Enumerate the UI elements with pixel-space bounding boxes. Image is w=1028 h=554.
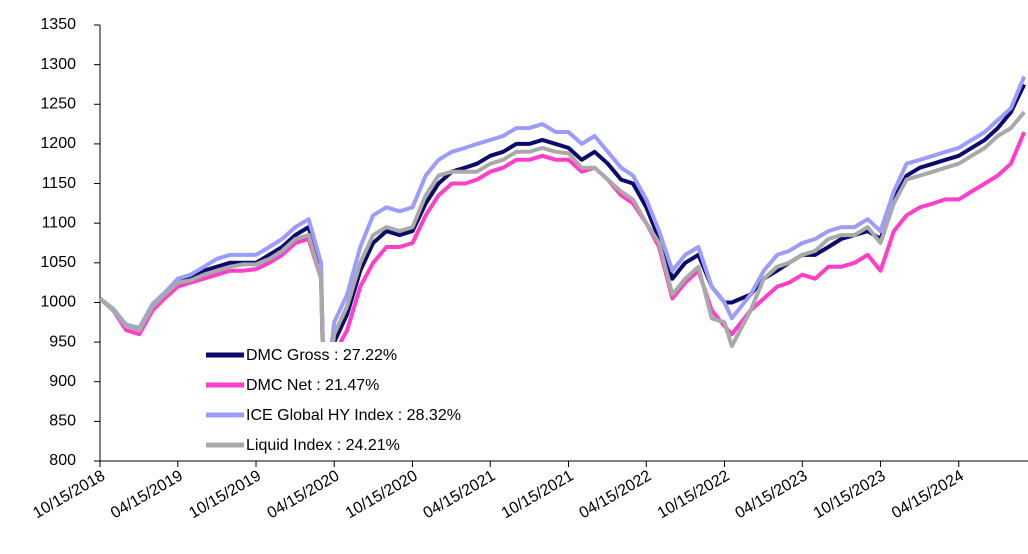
x-tick-label: 04/15/2021 (421, 467, 499, 522)
x-tick-label: 10/15/2022 (655, 467, 733, 522)
x-tick-label: 10/15/2018 (30, 467, 108, 522)
y-tick-label: 1300 (40, 56, 76, 73)
y-tick-label: 800 (49, 452, 76, 469)
legend-label: DMC Net : 21.47% (246, 377, 379, 394)
legend-label: DMC Gross : 27.22% (246, 347, 397, 364)
y-tick-label: 900 (49, 373, 76, 390)
x-tick-label: 04/15/2022 (577, 467, 655, 522)
x-tick-label: 04/15/2019 (108, 467, 186, 522)
legend: DMC Gross : 27.22% DMC Net : 21.47% ICE Gl… (184, 342, 544, 460)
x-tick-label: 10/15/2020 (343, 467, 421, 522)
series-line (98, 75, 1027, 408)
series-line (98, 110, 1026, 420)
y-tick-label: 1250 (40, 95, 76, 112)
x-tick-label: 04/15/2024 (889, 467, 967, 522)
y-tick-label: 850 (49, 413, 76, 430)
series-line (98, 131, 1027, 420)
y-tick-label: 1000 (40, 294, 76, 311)
legend-box (184, 342, 544, 460)
y-tick-label: 1100 (42, 214, 77, 231)
x-tick-label: 10/15/2019 (186, 467, 264, 522)
y-tick-label: 1150 (42, 175, 77, 192)
y-tick-label: 950 (49, 333, 76, 350)
x-tick-label: 10/15/2021 (499, 467, 577, 522)
y-tick-label: 1350 (40, 16, 76, 33)
x-tick-label: 04/15/2020 (265, 467, 343, 522)
x-tick-label: 10/15/2023 (811, 467, 889, 522)
legend-label: Liquid Index : 24.21% (246, 437, 400, 454)
y-tick-label: 1050 (40, 254, 76, 271)
y-tick-label: 1200 (40, 135, 76, 152)
legend-label: ICE Global HY Index : 28.32% (246, 407, 461, 424)
x-tick-label: 04/15/2023 (733, 467, 811, 522)
